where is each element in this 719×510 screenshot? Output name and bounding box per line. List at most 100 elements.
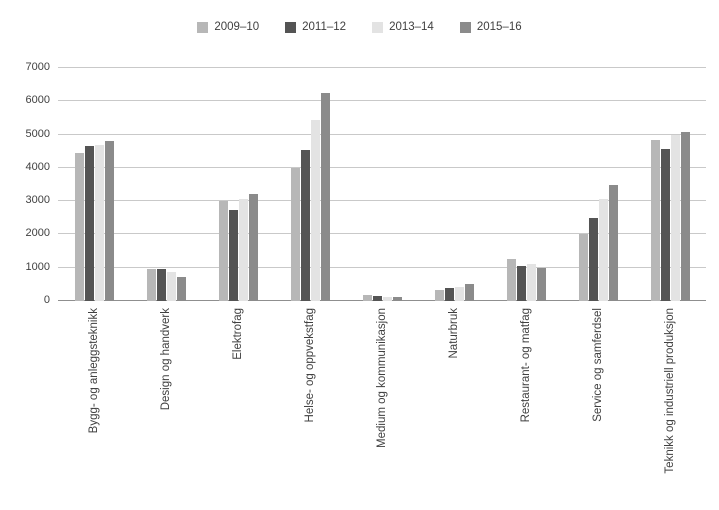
bar bbox=[74, 152, 84, 301]
bar-group bbox=[490, 259, 562, 301]
y-tick-label: 4000 bbox=[25, 160, 50, 173]
chart-body: 0 1000 2000 3000 4000 5000 6000 7000 Bygg- og a… bbox=[0, 61, 719, 504]
bar bbox=[670, 134, 680, 301]
bar-group bbox=[202, 193, 274, 301]
x-tick-label: Medium og kommunikasjon bbox=[375, 308, 388, 448]
bar bbox=[176, 277, 186, 301]
x-tick-label: Teknikk og industriell produksjon bbox=[663, 308, 676, 474]
bar-group bbox=[634, 132, 706, 301]
bar-groups bbox=[58, 67, 706, 301]
x-label-cell: Teknikk og industriell produksjon bbox=[634, 308, 706, 504]
bar bbox=[146, 269, 156, 301]
y-axis: 0 1000 2000 3000 4000 5000 6000 7000 bbox=[0, 61, 58, 306]
bar bbox=[382, 297, 392, 301]
legend-label: 2013–14 bbox=[389, 21, 434, 33]
bar bbox=[94, 144, 104, 301]
bar bbox=[454, 287, 464, 301]
legend-label: 2015–16 bbox=[476, 21, 522, 33]
bar-group bbox=[58, 141, 130, 301]
legend-item: 2011–12 bbox=[285, 21, 346, 33]
plot-column: Bygg- og anleggsteknikk Design og handver… bbox=[58, 67, 706, 504]
legend-swatch bbox=[197, 21, 209, 33]
legend-item: 2015–16 bbox=[459, 21, 522, 33]
bar bbox=[238, 199, 248, 301]
bar bbox=[526, 264, 536, 301]
gridline bbox=[58, 133, 706, 135]
x-label-cell: Bygg- og anleggsteknikk bbox=[58, 308, 130, 504]
bar bbox=[506, 259, 516, 301]
y-tick-label: 3000 bbox=[25, 194, 50, 207]
gridline bbox=[58, 67, 706, 68]
gridline bbox=[58, 266, 706, 268]
x-label-cell: Medium og kommunikasjon bbox=[346, 308, 418, 504]
bar bbox=[680, 132, 690, 301]
x-label-cell: Naturbruk bbox=[418, 308, 490, 504]
bar bbox=[464, 284, 474, 301]
gridline bbox=[58, 233, 706, 235]
x-tick-label: Elektrofag bbox=[231, 308, 244, 360]
x-axis-labels: Bygg- og anleggsteknikk Design og handver… bbox=[58, 301, 706, 504]
x-tick-label: Design og handverk bbox=[159, 308, 172, 411]
y-tick-label: 6000 bbox=[25, 94, 50, 107]
x-label-cell: Restaurant- og matfag bbox=[490, 308, 562, 504]
legend-label: 2009–10 bbox=[214, 21, 260, 33]
x-axis-line bbox=[58, 300, 706, 301]
bar-group bbox=[562, 184, 634, 301]
legend-swatch bbox=[285, 21, 297, 33]
bar-group bbox=[418, 284, 490, 301]
gridlines bbox=[58, 67, 706, 301]
legend-item: 2013–14 bbox=[372, 21, 434, 33]
bar bbox=[372, 296, 382, 301]
bar bbox=[310, 120, 320, 301]
bar bbox=[660, 148, 670, 301]
bar bbox=[598, 199, 608, 301]
bar-group bbox=[274, 92, 346, 301]
legend-item: 2009–10 bbox=[197, 21, 259, 33]
bar bbox=[536, 267, 546, 301]
bar bbox=[248, 193, 258, 301]
legend-swatch bbox=[372, 21, 384, 33]
x-label-cell: Helse- og oppvekstfag bbox=[274, 308, 346, 504]
bar bbox=[650, 139, 660, 301]
y-tick-label: 5000 bbox=[25, 127, 50, 140]
y-tick-label: 7000 bbox=[25, 61, 50, 73]
x-tick-label: Naturbruk bbox=[447, 308, 460, 359]
bar bbox=[578, 234, 588, 301]
bar bbox=[228, 210, 238, 301]
bar bbox=[290, 167, 300, 301]
bar-group bbox=[130, 269, 202, 301]
legend: 2009–10 2011–12 2013–14 2015–16 bbox=[0, 20, 719, 34]
bar bbox=[588, 217, 598, 301]
bar bbox=[218, 201, 228, 301]
legend-swatch bbox=[459, 21, 471, 33]
y-tick-label: 2000 bbox=[25, 227, 50, 240]
gridline bbox=[58, 100, 706, 102]
gridline bbox=[58, 200, 706, 202]
bar bbox=[516, 266, 526, 301]
bar bbox=[166, 272, 176, 301]
bar bbox=[608, 184, 618, 301]
x-tick-label: Bygg- og anleggsteknikk bbox=[87, 308, 100, 434]
bar bbox=[156, 269, 166, 301]
gridline bbox=[58, 166, 706, 168]
x-label-cell: Elektrofag bbox=[202, 308, 274, 504]
x-label-cell: Design og handverk bbox=[130, 308, 202, 504]
bar bbox=[320, 92, 330, 301]
y-tick-label: 0 bbox=[43, 294, 50, 306]
plot-area bbox=[58, 67, 706, 301]
bar bbox=[444, 287, 454, 301]
x-tick-label: Service og samferdsel bbox=[591, 308, 604, 422]
x-tick-label: Helse- og oppvekstfag bbox=[303, 308, 316, 423]
legend-label: 2011–12 bbox=[302, 21, 347, 33]
bar bbox=[300, 149, 310, 301]
x-label-cell: Service og samferdsel bbox=[562, 308, 634, 504]
bar bbox=[362, 295, 372, 301]
bar-group bbox=[346, 295, 418, 301]
bar bbox=[392, 297, 402, 301]
bar bbox=[434, 290, 444, 301]
y-tick-label: 1000 bbox=[25, 260, 50, 273]
x-tick-label: Restaurant- og matfag bbox=[519, 308, 532, 423]
bar bbox=[84, 146, 94, 301]
bar bbox=[104, 141, 114, 301]
